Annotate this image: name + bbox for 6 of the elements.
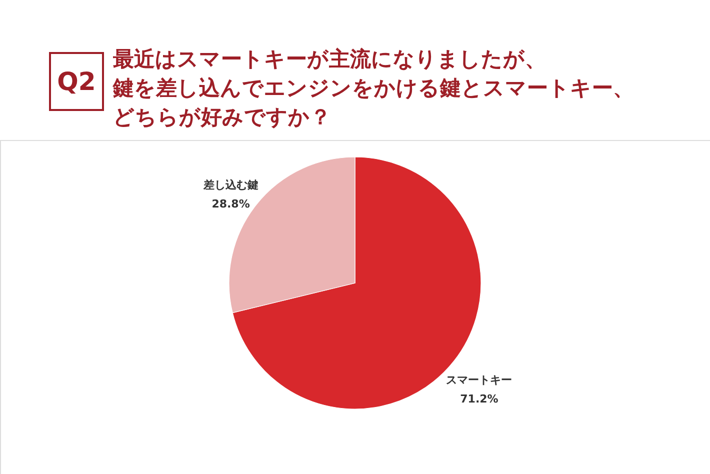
slice-label: スマートキー: [446, 374, 512, 387]
data-label: 28.8%: [212, 197, 250, 210]
data-label: 71.2%: [460, 392, 498, 406]
text: Q2: [57, 67, 96, 96]
chart-title: 最近はスマートキーが主流になりましたが、鍵を差し込んでエンジンをかける鍵とスマートキー、どちらが好みですか？: [112, 47, 634, 129]
slice-label: 差し込む鍵: [202, 178, 258, 192]
